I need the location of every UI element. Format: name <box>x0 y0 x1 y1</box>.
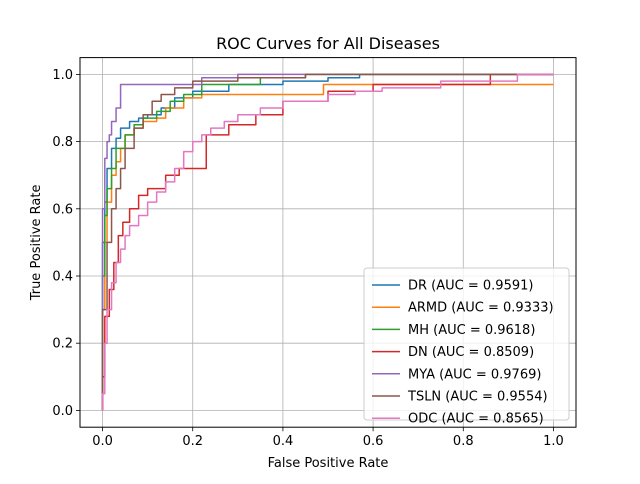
x-tick-label: 0.2 <box>182 434 203 449</box>
y-tick-label: 0.2 <box>52 337 73 352</box>
legend-label-tsln: TSLN (AUC = 0.9554) <box>407 390 548 405</box>
x-tick-label: 0.8 <box>453 434 474 449</box>
plot-frame <box>79 57 577 428</box>
series-lines <box>101 73 554 411</box>
y-tick-label: 0.0 <box>52 404 73 419</box>
legend-label-mh: MH (AUC = 0.9618) <box>408 323 535 338</box>
chart-title: ROC Curves for All Diseases <box>216 34 440 53</box>
x-tick-label: 1.0 <box>543 434 564 449</box>
legend-box <box>363 267 570 421</box>
roc-curve-odc <box>101 73 554 411</box>
y-tick-label: 0.8 <box>52 135 73 150</box>
x-tick-label: 0.6 <box>363 434 384 449</box>
grid-lines <box>80 57 576 428</box>
x-tick-label: 0.4 <box>273 434 294 449</box>
roc-curve-tsln <box>101 73 554 411</box>
axis-ticks: 0.0 0.2 0.4 0.6 0.8 1.0 0.0 0.2 0.4 0.6 0.8 1.0 <box>52 68 563 449</box>
x-tick-label: 0.0 <box>92 434 113 449</box>
y-axis-label: True Positive Rate <box>29 184 44 301</box>
y-tick-label: 0.4 <box>52 270 73 285</box>
legend-label-mya: MYA (AUC = 0.9769) <box>408 367 541 382</box>
legend-label-dn: DN (AUC = 0.8509) <box>408 345 534 360</box>
roc-curve-mya <box>101 73 554 411</box>
x-axis-label: False Positive Rate <box>268 456 389 471</box>
legend-label-armd: ARMD (AUC = 0.9333) <box>408 301 554 316</box>
legend-label-odc: ODC (AUC = 0.8565) <box>408 412 544 427</box>
y-tick-label: 1.0 <box>52 68 73 83</box>
legend-label-dr: DR (AUC = 0.9591) <box>408 279 533 294</box>
y-tick-label: 0.6 <box>52 202 73 217</box>
legend: DR (AUC = 0.9591) ARMD (AUC = 0.9333) MH (… <box>363 267 570 427</box>
